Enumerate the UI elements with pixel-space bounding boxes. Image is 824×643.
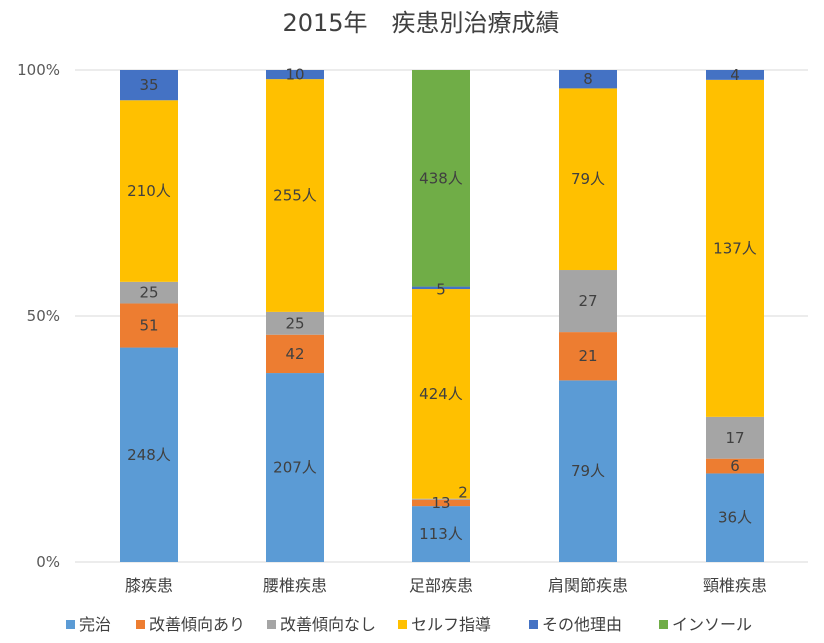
legend-entry: セルフ指導 [411, 615, 491, 634]
bar-segment [706, 473, 764, 562]
bar-segment [412, 499, 470, 507]
legend: 完治 改善傾向あり 改善傾向なし セルフ指導 その他理由 インソール [66, 615, 752, 634]
legend-swatch [398, 620, 407, 629]
y-tick-label: 0% [36, 553, 60, 571]
y-tick-label: 50% [27, 307, 60, 325]
bar-segment [559, 88, 617, 271]
chart-title: 2015年 疾患別治療成績 [282, 9, 559, 37]
data-label: 2 [458, 484, 468, 502]
data-label: 51 [139, 317, 158, 335]
data-label: 6 [730, 457, 740, 475]
data-labels: 248人 51 25 210人 35 207人 42 25 255人 10 113人 13 2 424人 5… [127, 66, 757, 543]
category-label: 足部疾患 [409, 576, 473, 595]
bar-segment [266, 79, 324, 312]
legend-entry: 改善傾向あり [149, 615, 245, 634]
legend-entry: その他理由 [542, 615, 622, 634]
legend-swatch [529, 620, 538, 629]
data-label: 248人 [127, 446, 171, 464]
data-label: 25 [285, 314, 304, 332]
legend-swatch [66, 620, 75, 629]
category-label: 腰椎疾患 [263, 576, 327, 595]
data-label: 207人 [273, 459, 317, 477]
legend-entry: 改善傾向なし [280, 615, 376, 634]
data-label: 10 [285, 66, 304, 84]
bars [120, 70, 764, 562]
data-label: 8 [583, 70, 593, 88]
x-axis-categories: 膝疾患 腰椎疾患 足部疾患 肩関節疾患 頸椎疾患 [125, 576, 767, 595]
data-label: 25 [139, 284, 158, 302]
legend-entry: 完治 [79, 615, 111, 634]
data-label: 79人 [571, 170, 605, 188]
bar-segment [706, 416, 764, 459]
data-label: 35 [139, 76, 158, 94]
bar-segment [559, 380, 617, 562]
data-label: 4 [730, 66, 740, 84]
category-label: 膝疾患 [125, 576, 173, 595]
bar-segment [706, 79, 764, 417]
legend-swatch [136, 620, 145, 629]
bar-segment [412, 289, 470, 499]
data-label: 36人 [718, 509, 752, 527]
bar-segment [266, 311, 324, 335]
bar-segment [266, 373, 324, 562]
bar-segment [706, 458, 764, 474]
data-label: 210人 [127, 182, 171, 200]
data-label: 113人 [419, 525, 463, 543]
bar-segment [412, 286, 470, 290]
bar-segment [412, 70, 470, 287]
bar-segment [706, 70, 764, 80]
category-label: 肩関節疾患 [548, 576, 628, 595]
bar-segment [412, 498, 470, 500]
bar-segment [120, 303, 178, 348]
data-label: 438人 [419, 169, 463, 187]
bar-segment [559, 70, 617, 89]
bar-segment [266, 334, 324, 374]
data-label: 42 [285, 345, 304, 363]
data-label: 137人 [713, 239, 757, 257]
bar-segment [412, 506, 470, 562]
data-label: 79人 [571, 462, 605, 480]
bar-segment [266, 70, 324, 80]
category-label: 頸椎疾患 [703, 576, 767, 595]
y-tick-label: 100% [17, 61, 60, 79]
legend-swatch [659, 620, 668, 629]
data-label: 5 [436, 281, 446, 299]
legend-entry: インソール [672, 615, 752, 634]
bar-segment [120, 100, 178, 282]
data-label: 13 [431, 494, 450, 512]
bar-segment [120, 281, 178, 304]
legend-swatch [267, 620, 276, 629]
bar-segment [559, 270, 617, 333]
y-axis-ticks: 0% 50% 100% [17, 61, 60, 571]
data-label: 27 [578, 292, 597, 310]
bar-segment [120, 70, 178, 101]
data-label: 21 [578, 347, 597, 365]
bar-segment [120, 347, 178, 562]
data-label: 255人 [273, 187, 317, 205]
bar-segment [559, 332, 617, 381]
data-label: 424人 [419, 385, 463, 403]
data-label: 17 [725, 429, 744, 447]
